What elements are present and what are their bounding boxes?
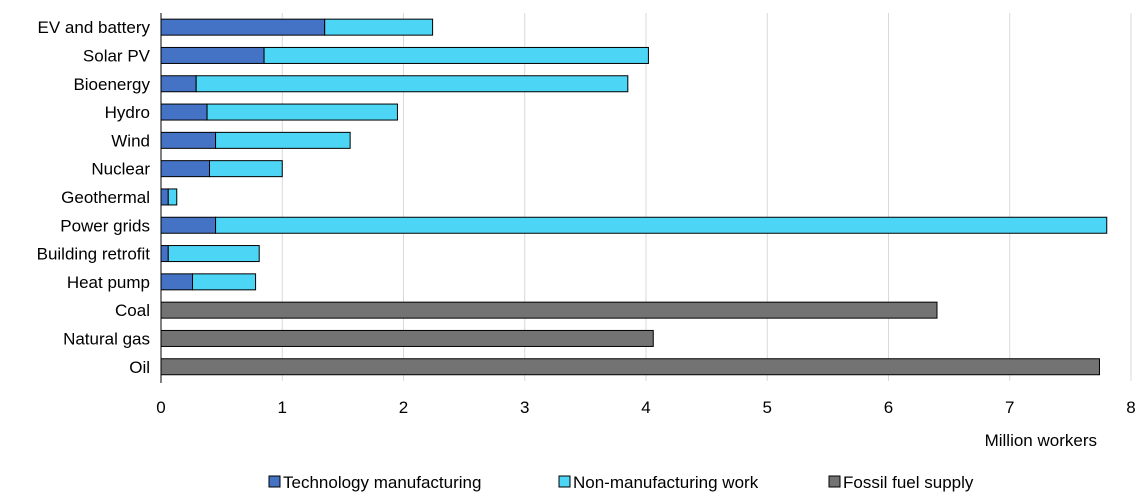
gridlines [281,13,1132,381]
bar-bioenergy-technology-manufacturing [160,75,197,93]
bar-ev-and-battery-non-manufacturing-work [324,18,434,36]
x-axis-unit-label: Million workers [985,431,1097,450]
x-tick-label-7: 7 [1005,398,1014,417]
category-label-wind: Wind [111,131,150,150]
x-tick-label-3: 3 [520,398,529,417]
legend-swatch-technology-manufacturing [268,475,281,488]
x-tick-label-2: 2 [399,398,408,417]
bar-hydro-technology-manufacturing [160,103,208,121]
x-tick-label-8: 8 [1126,398,1135,417]
bar-ev-and-battery-technology-manufacturing [160,18,326,36]
category-label-heat-pump: Heat pump [67,273,150,292]
legend-swatch-non-manufacturing-work [558,475,571,488]
x-tick-label-0: 0 [156,398,165,417]
category-label-coal: Coal [115,301,150,320]
bar-heat-pump-technology-manufacturing [160,273,194,291]
bar-building-retrofit-technology-manufacturing [160,245,169,263]
bar-nuclear-non-manufacturing-work [209,160,283,178]
bar-natural-gas-fossil-fuel-supply [160,329,654,347]
x-tick-labels: 0 1 2 3 4 5 6 7 8 [156,398,1135,417]
bar-coal-fossil-fuel-supply [160,301,938,319]
category-label-ev-and-battery: EV and battery [38,18,151,37]
legend-swatch-fossil-fuel-supply [828,475,841,488]
legend-label-technology-manufacturing: Technology manufacturing [283,473,481,492]
legend: Technology manufacturing Non-manufacturin… [268,473,974,492]
category-label-geothermal: Geothermal [61,188,150,207]
category-label-solar-pv: Solar PV [83,46,151,65]
bar-power-grids-technology-manufacturing [160,216,217,234]
legend-label-non-manufacturing-work: Non-manufacturing work [573,473,759,492]
x-tick-label-1: 1 [278,398,287,417]
bar-power-grids-non-manufacturing-work [215,216,1108,234]
category-label-power-grids: Power grids [60,216,150,235]
category-labels: EV and battery Solar PV Bioenergy Hydro Wind… [37,18,151,377]
x-tick-label-6: 6 [884,398,893,417]
bar-wind-non-manufacturing-work [215,131,351,149]
category-label-nuclear: Nuclear [91,160,150,179]
category-label-building-retrofit: Building retrofit [37,245,151,264]
category-label-oil: Oil [129,358,150,377]
bar-wind-technology-manufacturing [160,131,217,149]
bar-geothermal-non-manufacturing-work [167,188,178,206]
bar-bioenergy-non-manufacturing-work [195,75,629,93]
bar-nuclear-technology-manufacturing [160,160,210,178]
bar-hydro-non-manufacturing-work [206,103,398,121]
x-tick-label-4: 4 [641,398,650,417]
category-label-bioenergy: Bioenergy [73,75,150,94]
bar-geothermal-technology-manufacturing [160,188,169,206]
category-label-natural-gas: Natural gas [63,329,150,348]
x-tick-label-5: 5 [763,398,772,417]
bar-oil-fossil-fuel-supply [160,358,1100,376]
category-label-hydro: Hydro [105,103,150,122]
bar-heat-pump-non-manufacturing-work [192,273,257,291]
legend-label-fossil-fuel-supply: Fossil fuel supply [843,473,974,492]
bar-building-retrofit-non-manufacturing-work [167,245,260,263]
bars [160,18,1108,376]
bar-solar-pv-non-manufacturing-work [263,46,649,64]
bar-solar-pv-technology-manufacturing [160,46,265,64]
